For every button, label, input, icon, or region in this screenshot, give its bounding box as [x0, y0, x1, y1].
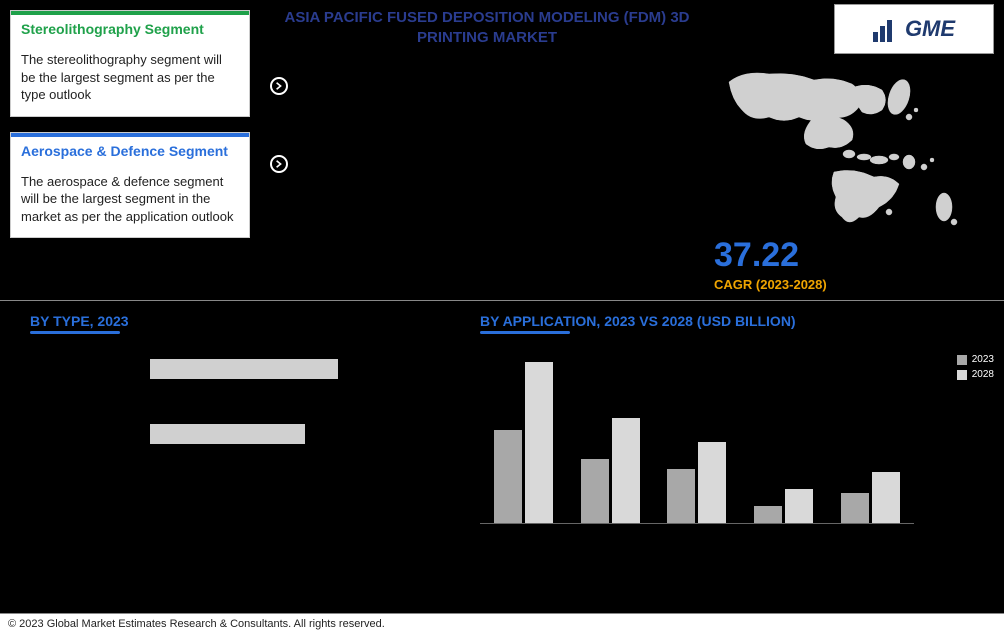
hbar-segment: [150, 359, 338, 379]
vbar-group: [754, 354, 813, 523]
vbar: [872, 472, 900, 523]
top-section: Stereolithography Segment The stereolith…: [0, 0, 1004, 300]
bullet-item: [270, 155, 704, 173]
right-column: GME: [714, 0, 1004, 300]
page-title: ASIA PACIFIC FUSED DEPOSITION MODELING (…: [270, 8, 704, 47]
hbar-track: [150, 424, 400, 444]
brand-logo: GME: [834, 4, 994, 54]
hbar-row: [150, 419, 410, 449]
vbar-group: [581, 354, 640, 523]
info-box-body: The stereolithography segment will be th…: [11, 43, 249, 116]
info-box-aerospace: Aerospace & Defence Segment The aerospac…: [10, 132, 250, 239]
vbar: [785, 489, 813, 523]
info-box-header: Aerospace & Defence Segment: [11, 133, 249, 165]
hbar-segment: [305, 424, 330, 444]
vbar-group: [841, 354, 900, 523]
vbar: [667, 469, 695, 523]
legend-swatch: [957, 370, 967, 380]
legend-swatch: [957, 355, 967, 365]
vbar: [754, 506, 782, 523]
info-box-body: The aerospace & defence segment will be …: [11, 165, 249, 238]
hbar-plot: [10, 354, 440, 449]
bar-chart-icon: [873, 16, 899, 42]
vbar: [494, 430, 522, 523]
info-box-header: Stereolithography Segment: [11, 11, 249, 43]
legend-label: 2023: [972, 354, 994, 365]
vbar-chart: 2023 2028: [460, 354, 994, 564]
legend-label: 2028: [972, 369, 994, 380]
chevron-right-icon: [270, 155, 288, 173]
chart-by-type: BY TYPE, 2023: [10, 313, 450, 600]
hbar-track: [150, 359, 400, 379]
logo-text: GME: [905, 16, 955, 42]
center-column: ASIA PACIFIC FUSED DEPOSITION MODELING (…: [250, 0, 714, 300]
hbar-segment: [338, 359, 388, 379]
legend-item: 2023: [957, 354, 994, 365]
vbar: [581, 459, 609, 523]
vbar-group: [667, 354, 726, 523]
legend-item: 2028: [957, 369, 994, 380]
hbar-row: [150, 354, 410, 384]
chart-by-application: BY APPLICATION, 2023 VS 2028 (USD BILLIO…: [450, 313, 994, 600]
vbar-plot: [480, 354, 914, 524]
info-box-stereolithography: Stereolithography Segment The stereolith…: [10, 10, 250, 117]
asia-pacific-map: [714, 62, 984, 232]
left-info-column: Stereolithography Segment The stereolith…: [0, 0, 250, 300]
vbar: [612, 418, 640, 523]
copyright-footer: © 2023 Global Market Estimates Research …: [0, 613, 1004, 634]
chart-title: BY APPLICATION, 2023 VS 2028 (USD BILLIO…: [460, 313, 994, 329]
hbar-segment: [150, 424, 305, 444]
cagr-label: CAGR (2023-2028): [714, 277, 994, 292]
title-underline: [30, 331, 120, 334]
chevron-right-icon: [270, 77, 288, 95]
chart-legend: 2023 2028: [957, 354, 994, 384]
vbar: [525, 362, 553, 523]
vbar: [698, 442, 726, 523]
vbar: [841, 493, 869, 523]
bullet-item: [270, 77, 704, 95]
infographic-root: Stereolithography Segment The stereolith…: [0, 0, 1004, 634]
title-underline: [480, 331, 570, 334]
bottom-section: BY TYPE, 2023 BY APPLICATION, 2023 VS 20…: [0, 300, 1004, 600]
cagr-value: 37.22: [714, 236, 994, 275]
vbar-group: [494, 354, 553, 523]
chart-title: BY TYPE, 2023: [10, 313, 440, 329]
